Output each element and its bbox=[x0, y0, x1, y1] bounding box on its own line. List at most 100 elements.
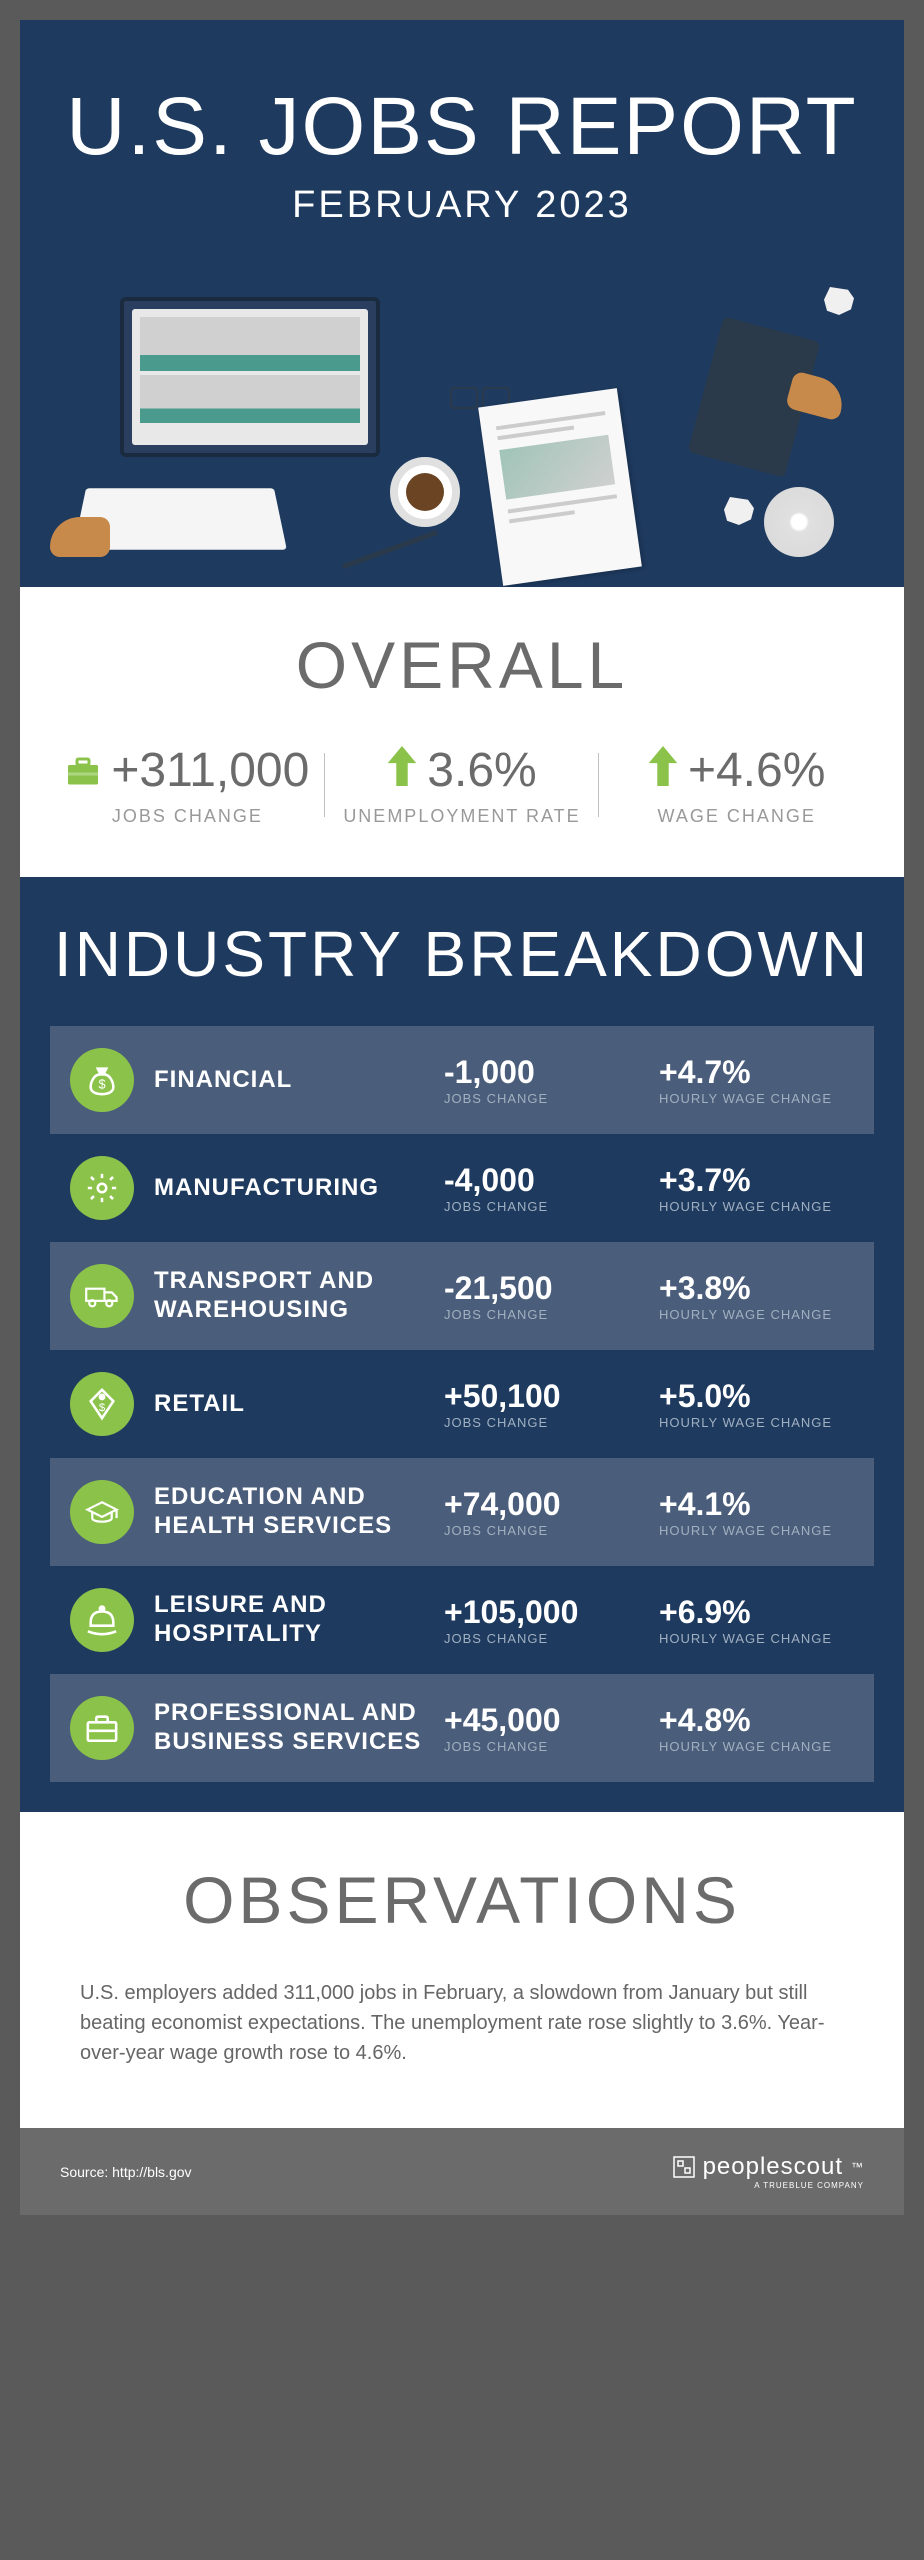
industry-jobs-stat: -21,500 JOBS CHANGE bbox=[444, 1270, 639, 1322]
stat-label: WAGE CHANGE bbox=[599, 806, 874, 827]
observations-text: U.S. employers added 311,000 jobs in Feb… bbox=[80, 1978, 844, 2068]
monitor-icon bbox=[120, 297, 380, 457]
industry-wage-value: +5.0% bbox=[659, 1378, 854, 1415]
subtitle: FEBRUARY 2023 bbox=[60, 184, 864, 227]
industry-wage-value: +4.1% bbox=[659, 1486, 854, 1523]
industry-jobs-value: -4,000 bbox=[444, 1162, 639, 1199]
observations-title: OBSERVATIONS bbox=[80, 1862, 844, 1938]
industry-name: TRANSPORT AND WAREHOUSING bbox=[154, 1267, 424, 1325]
industry-wage-value: +4.7% bbox=[659, 1054, 854, 1091]
industry-wage-stat: +3.7% HOURLY WAGE CHANGE bbox=[659, 1162, 854, 1214]
footer: Source: http://bls.gov peoplescout™ A TR… bbox=[20, 2128, 904, 2215]
industry-jobs-stat: +50,100 JOBS CHANGE bbox=[444, 1378, 639, 1430]
industry-wage-value: +6.9% bbox=[659, 1594, 854, 1631]
industry-name: EDUCATION AND HEALTH SERVICES bbox=[154, 1483, 424, 1541]
footer-logo-sub: A TRUEBLUE COMPANY bbox=[673, 2181, 864, 2190]
industry-jobs-stat: +45,000 JOBS CHANGE bbox=[444, 1702, 639, 1754]
industry-name: PROFESSIONAL AND BUSINESS SERVICES bbox=[154, 1699, 424, 1757]
industry-row: $ RETAIL +50,100 JOBS CHANGE +5.0% HOURL… bbox=[50, 1350, 874, 1458]
paper-ball-icon bbox=[824, 287, 854, 315]
industry-row: $ FINANCIAL -1,000 JOBS CHANGE +4.7% HOU… bbox=[50, 1026, 874, 1134]
industry-jobs-value: -1,000 bbox=[444, 1054, 639, 1091]
industry-wage-label: HOURLY WAGE CHANGE bbox=[659, 1307, 854, 1322]
stat-unemployment: 3.6% UNEMPLOYMENT RATE bbox=[325, 743, 600, 827]
industry-jobs-label: JOBS CHANGE bbox=[444, 1091, 639, 1106]
stat-value-text: 3.6% bbox=[427, 743, 536, 798]
industry-row: EDUCATION AND HEALTH SERVICES +74,000 JO… bbox=[50, 1458, 874, 1566]
hand-left-icon bbox=[50, 517, 110, 557]
stat-jobs-change: +311,000 JOBS CHANGE bbox=[50, 743, 325, 827]
arrow-up-icon bbox=[648, 743, 678, 798]
industry-row: PROFESSIONAL AND BUSINESS SERVICES +45,0… bbox=[50, 1674, 874, 1782]
observations-section: OBSERVATIONS U.S. employers added 311,00… bbox=[20, 1812, 904, 2128]
industry-name: FINANCIAL bbox=[154, 1066, 424, 1095]
stat-label: UNEMPLOYMENT RATE bbox=[325, 806, 600, 827]
gear-icon bbox=[70, 1156, 134, 1220]
svg-text:$: $ bbox=[98, 1077, 105, 1092]
infographic-container: U.S. JOBS REPORT FEBRUARY 2023 bbox=[20, 20, 904, 2215]
price-tag-icon: $ bbox=[70, 1372, 134, 1436]
footer-logo: peoplescout™ A TRUEBLUE COMPANY bbox=[673, 2153, 864, 2190]
bell-icon bbox=[70, 1588, 134, 1652]
industry-wage-label: HOURLY WAGE CHANGE bbox=[659, 1739, 854, 1754]
svg-text:$: $ bbox=[99, 1402, 106, 1414]
industry-jobs-label: JOBS CHANGE bbox=[444, 1307, 639, 1322]
document-icon bbox=[478, 388, 642, 586]
truck-icon bbox=[70, 1264, 134, 1328]
industry-wage-stat: +6.9% HOURLY WAGE CHANGE bbox=[659, 1594, 854, 1646]
industry-jobs-label: JOBS CHANGE bbox=[444, 1739, 639, 1754]
logo-icon bbox=[673, 2156, 695, 2178]
arrow-up-icon bbox=[387, 743, 417, 798]
coffee-icon bbox=[390, 457, 460, 527]
industry-wage-value: +3.8% bbox=[659, 1270, 854, 1307]
stat-value-text: +4.6% bbox=[688, 743, 825, 798]
stat-value-text: +311,000 bbox=[111, 743, 309, 798]
industry-wage-label: HOURLY WAGE CHANGE bbox=[659, 1631, 854, 1646]
industry-section: INDUSTRY BREAKDOWN $ FINANCIAL -1,000 JO… bbox=[20, 877, 904, 1812]
industry-wage-label: HOURLY WAGE CHANGE bbox=[659, 1199, 854, 1214]
industry-wage-stat: +4.1% HOURLY WAGE CHANGE bbox=[659, 1486, 854, 1538]
industry-jobs-label: JOBS CHANGE bbox=[444, 1631, 639, 1646]
briefcase-icon bbox=[65, 743, 101, 798]
hero-illustration bbox=[20, 267, 904, 587]
overall-stats-row: +311,000 JOBS CHANGE 3.6% UNEMPLOYMENT R… bbox=[50, 743, 874, 827]
industry-jobs-value: -21,500 bbox=[444, 1270, 639, 1307]
overall-title: OVERALL bbox=[50, 627, 874, 703]
paper-ball-icon bbox=[724, 497, 754, 525]
industry-wage-stat: +3.8% HOURLY WAGE CHANGE bbox=[659, 1270, 854, 1322]
industry-jobs-stat: -4,000 JOBS CHANGE bbox=[444, 1162, 639, 1214]
industry-jobs-stat: +105,000 JOBS CHANGE bbox=[444, 1594, 639, 1646]
industry-wage-stat: +4.8% HOURLY WAGE CHANGE bbox=[659, 1702, 854, 1754]
briefcase2-icon bbox=[70, 1696, 134, 1760]
overall-section: OVERALL +311,000 JOBS CHANGE 3.6% bbox=[20, 587, 904, 877]
industry-jobs-stat: +74,000 JOBS CHANGE bbox=[444, 1486, 639, 1538]
industry-row: TRANSPORT AND WAREHOUSING -21,500 JOBS C… bbox=[50, 1242, 874, 1350]
stat-wage-change: +4.6% WAGE CHANGE bbox=[599, 743, 874, 827]
industry-jobs-stat: -1,000 JOBS CHANGE bbox=[444, 1054, 639, 1106]
industry-wage-label: HOURLY WAGE CHANGE bbox=[659, 1523, 854, 1538]
industry-jobs-label: JOBS CHANGE bbox=[444, 1199, 639, 1214]
industry-name: MANUFACTURING bbox=[154, 1174, 424, 1203]
industry-wage-stat: +5.0% HOURLY WAGE CHANGE bbox=[659, 1378, 854, 1430]
footer-source: Source: http://bls.gov bbox=[60, 2164, 192, 2180]
industry-row: LEISURE AND HOSPITALITY +105,000 JOBS CH… bbox=[50, 1566, 874, 1674]
stat-label: JOBS CHANGE bbox=[50, 806, 325, 827]
industry-jobs-value: +105,000 bbox=[444, 1594, 639, 1631]
industry-jobs-label: JOBS CHANGE bbox=[444, 1415, 639, 1430]
industry-title: INDUSTRY BREAKDOWN bbox=[50, 917, 874, 991]
industry-jobs-value: +50,100 bbox=[444, 1378, 639, 1415]
industry-jobs-value: +45,000 bbox=[444, 1702, 639, 1739]
industry-row: MANUFACTURING -4,000 JOBS CHANGE +3.7% H… bbox=[50, 1134, 874, 1242]
industry-wage-label: HOURLY WAGE CHANGE bbox=[659, 1091, 854, 1106]
industry-wage-stat: +4.7% HOURLY WAGE CHANGE bbox=[659, 1054, 854, 1106]
industry-name: RETAIL bbox=[154, 1390, 424, 1419]
industry-jobs-value: +74,000 bbox=[444, 1486, 639, 1523]
industry-wage-value: +4.8% bbox=[659, 1702, 854, 1739]
industry-jobs-label: JOBS CHANGE bbox=[444, 1523, 639, 1538]
cd-icon bbox=[764, 487, 834, 557]
money-bag-icon: $ bbox=[70, 1048, 134, 1112]
pen-icon bbox=[342, 530, 438, 569]
header-section: U.S. JOBS REPORT FEBRUARY 2023 bbox=[20, 20, 904, 267]
industry-wage-value: +3.7% bbox=[659, 1162, 854, 1199]
grad-cap-icon bbox=[70, 1480, 134, 1544]
